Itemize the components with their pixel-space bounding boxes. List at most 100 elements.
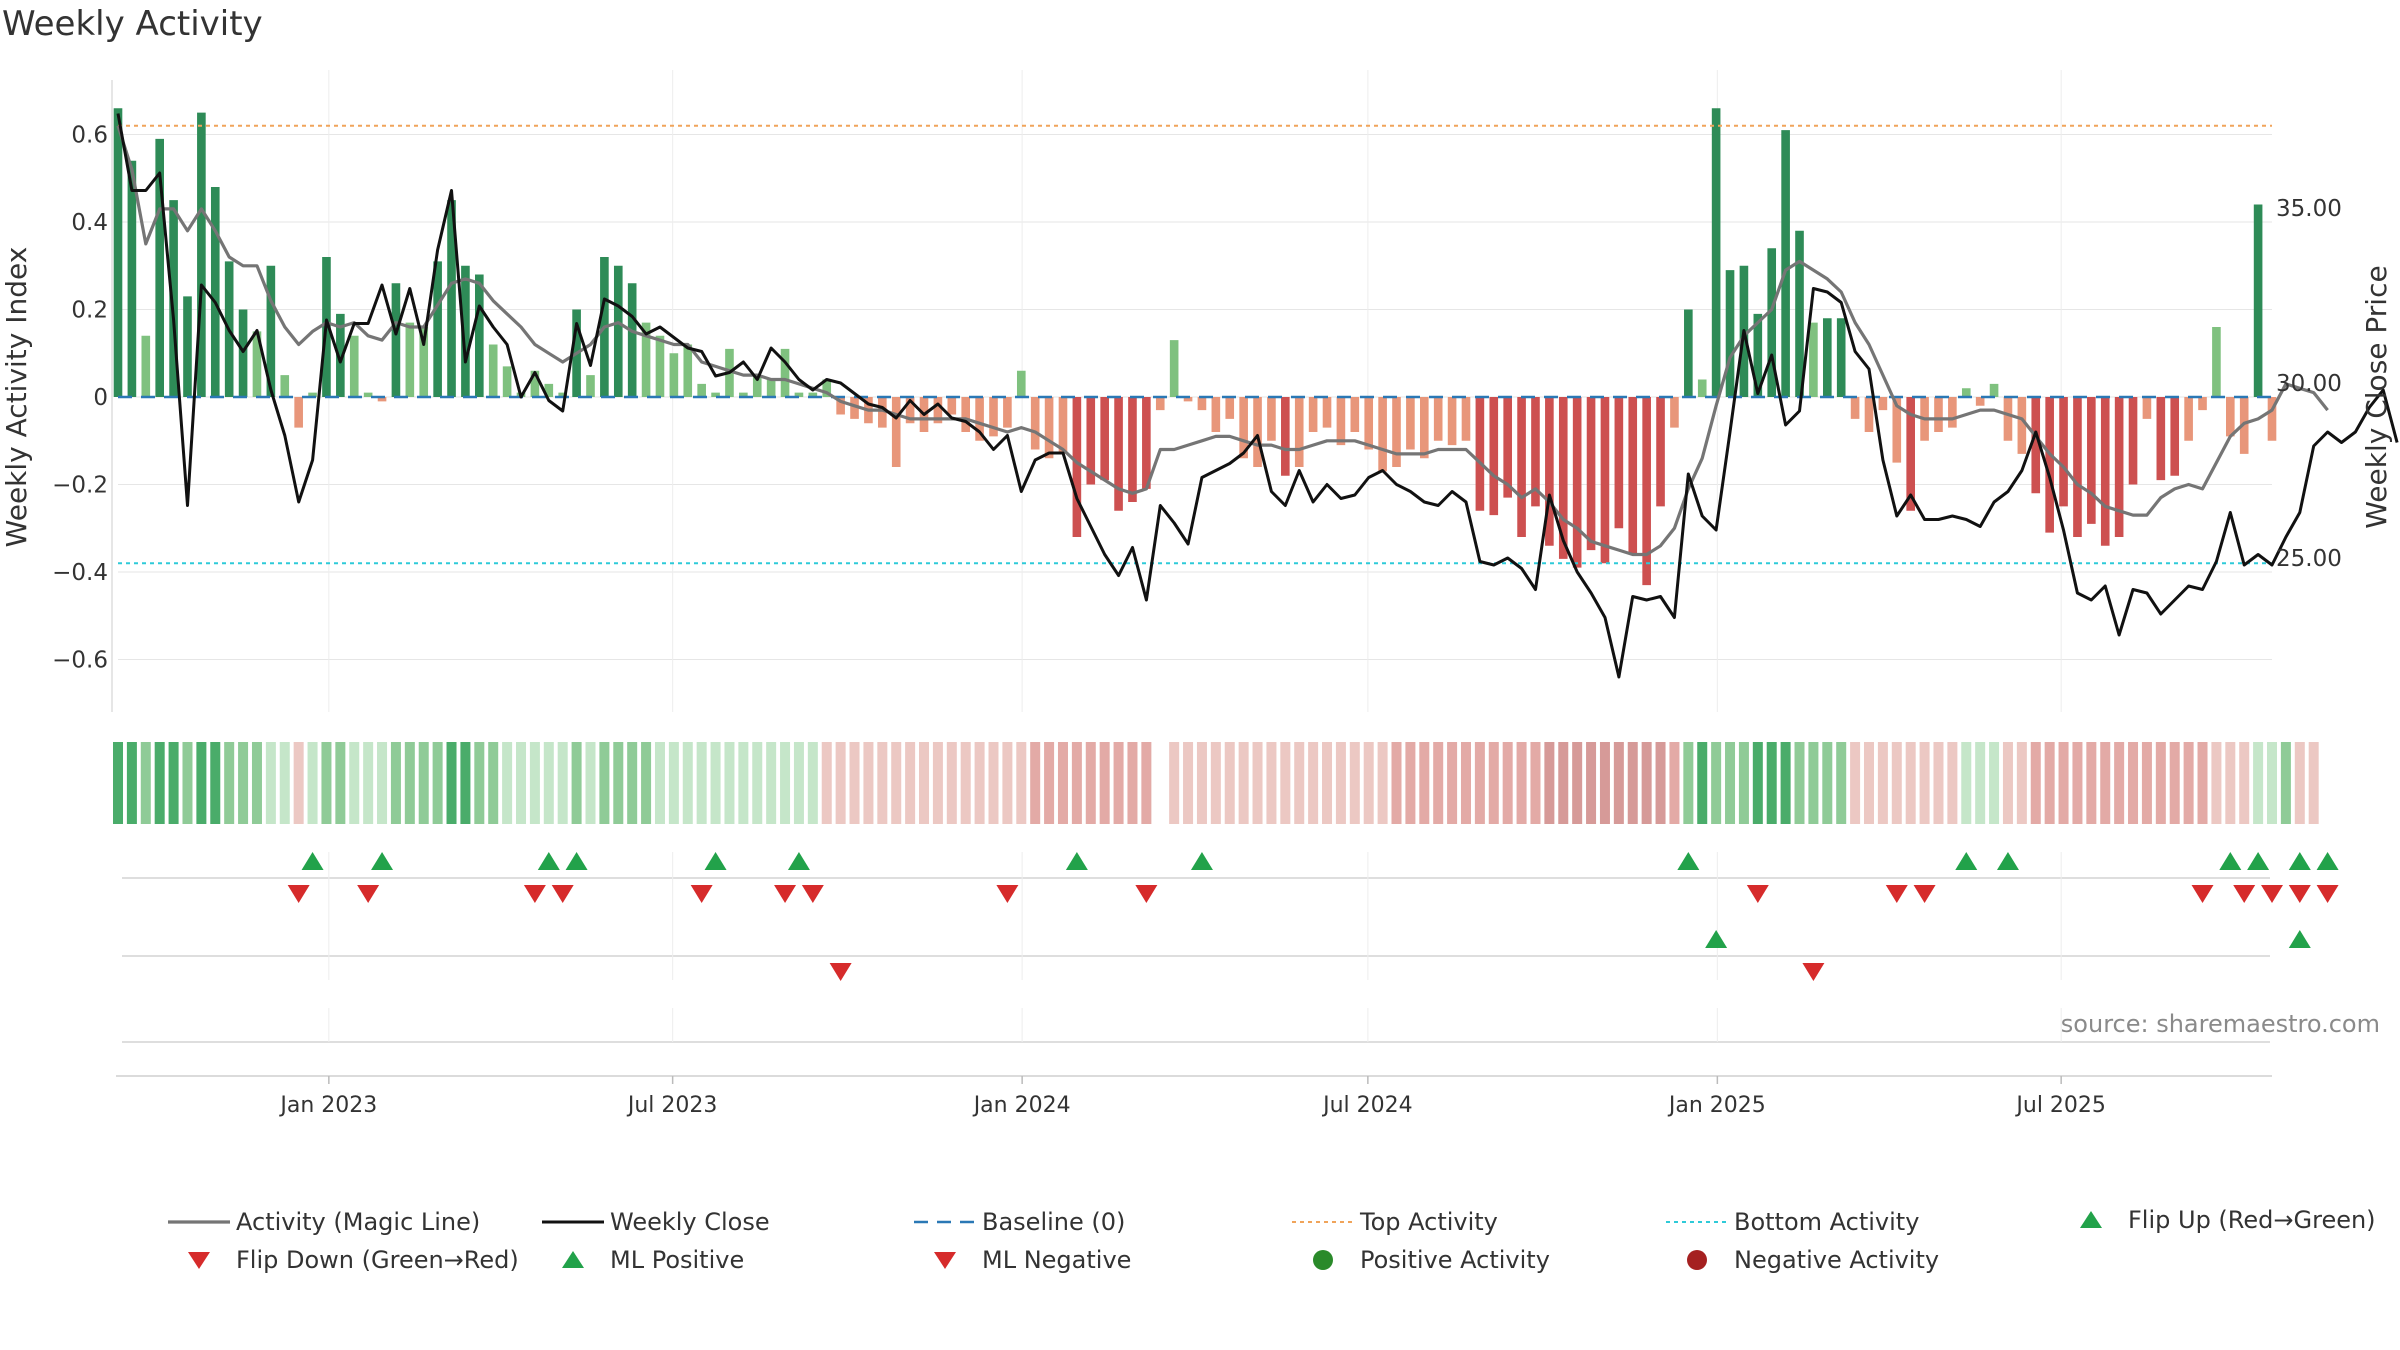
band-cell [2225, 742, 2236, 824]
positive-activity-bar [475, 274, 484, 397]
positive-activity-bar [210, 187, 220, 397]
legend-item: Weekly Close [540, 1206, 770, 1238]
ml-negative-marker [1802, 963, 1825, 981]
positive-activity-bar [1711, 108, 1721, 397]
band-cell [279, 742, 290, 824]
negative-activity-bar [1906, 397, 1915, 511]
band-cell [529, 742, 540, 824]
band-cell [140, 742, 151, 824]
band-cell [1738, 742, 1749, 824]
band-cell [1891, 742, 1902, 824]
negative-activity-bar [1406, 397, 1415, 450]
flip-down-marker [2191, 885, 2214, 903]
negative-activity-bar [1183, 397, 1193, 402]
negative-activity-bar [1628, 397, 1638, 555]
negative-activity-bar [2059, 397, 2068, 507]
y-tick-label: 0.2 [71, 298, 108, 324]
green-dot-icon [1313, 1250, 1333, 1270]
band-cell [1391, 742, 1402, 824]
positive-activity-bar [530, 370, 540, 397]
positive-activity-bar [822, 379, 832, 397]
band-cell [1544, 742, 1555, 824]
band-cell [738, 742, 749, 824]
negative-activity-bar [1850, 397, 1860, 419]
band-cell [974, 742, 985, 824]
band-cell [960, 742, 971, 824]
band-cell [265, 742, 276, 824]
band-cell [1113, 742, 1124, 824]
flip-down-marker [523, 885, 546, 903]
flip-up-marker [2219, 852, 2242, 870]
band-cell [1502, 742, 1513, 824]
band-cell [1752, 742, 1763, 824]
band-cell [154, 742, 165, 824]
band-cell [390, 742, 401, 824]
dotted-orange-line-icon [1292, 1221, 1354, 1223]
red-down-triangle-icon [934, 1252, 956, 1269]
band-cell [2100, 742, 2111, 824]
band-cell [1085, 742, 1096, 824]
flip-down-marker [357, 885, 380, 903]
axes: 0.6 0.4 0.2 0 −0.2 −0.4 −0.6 Weekly Activity In… [0, 80, 2393, 712]
negative-activity-bar [1364, 397, 1374, 450]
band-cell [210, 742, 221, 824]
band-cell [2169, 742, 2180, 824]
positive-activity-bar [127, 160, 137, 397]
band-cell [1224, 742, 1235, 824]
negative-activity-bar [2073, 397, 2082, 537]
negative-activity-bar [1058, 397, 1068, 454]
band-cell [1641, 742, 1652, 824]
negative-activity-bar [2031, 397, 2041, 494]
flip-up-marker [2316, 852, 2339, 870]
negative-activity-bar [2184, 397, 2193, 441]
flip-down-marker [287, 885, 310, 903]
positive-activity-bar [1697, 379, 1707, 397]
band-cell [2086, 742, 2097, 824]
flip-up-marker [1190, 852, 1213, 870]
band-cell [1322, 742, 1333, 824]
legend-label: Weekly Close [610, 1208, 770, 1236]
band-cell [1294, 742, 1305, 824]
band-cell [1947, 742, 1958, 824]
dashed-blue-line-icon [914, 1220, 976, 1224]
negative-activity-bar [1531, 397, 1540, 507]
negative-activity-bar [1461, 397, 1471, 441]
negative-activity-bar [2087, 397, 2096, 524]
negative-activity-bar [891, 397, 901, 467]
negative-activity-bar [1030, 397, 1040, 450]
band-cell [1822, 742, 1833, 824]
band-cell [1836, 742, 1847, 824]
band-cell [2128, 742, 2139, 824]
negative-activity-bar [1475, 397, 1485, 511]
x-tick-label: Jan 2023 [278, 1093, 377, 1118]
negative-activity-bar [2003, 397, 2013, 441]
band-cell [1766, 742, 1777, 824]
negative-activity-bar [2114, 397, 2124, 537]
band-cell [1447, 742, 1458, 824]
band-cell [335, 742, 346, 824]
band-cell [863, 742, 874, 824]
flip-up-marker [1677, 852, 1700, 870]
negative-activity-bar [989, 397, 998, 437]
band-cell [251, 742, 262, 824]
band-cell [307, 742, 318, 824]
positive-activity-bar [1684, 309, 1693, 397]
negative-activity-bar [2142, 397, 2152, 419]
negative-activity-bar [1419, 397, 1429, 459]
negative-activity-bar [1253, 397, 1262, 467]
band-cell [710, 742, 721, 824]
negative-activity-bar [1600, 397, 1610, 564]
legend-symbol [166, 1246, 232, 1274]
negative-activity-bar [294, 397, 303, 428]
legend-item: Flip Up (Red→Green) [2058, 1204, 2376, 1236]
band-cell [1613, 742, 1624, 824]
flip-down-marker [1746, 885, 1769, 903]
negative-activity-bar [1100, 397, 1109, 481]
positive-activity-bar [613, 265, 623, 397]
band-cell [112, 742, 124, 824]
band-cell [1433, 742, 1444, 824]
band-cell [1780, 742, 1791, 824]
band-cell [1919, 742, 1930, 824]
band-cell [821, 742, 832, 824]
